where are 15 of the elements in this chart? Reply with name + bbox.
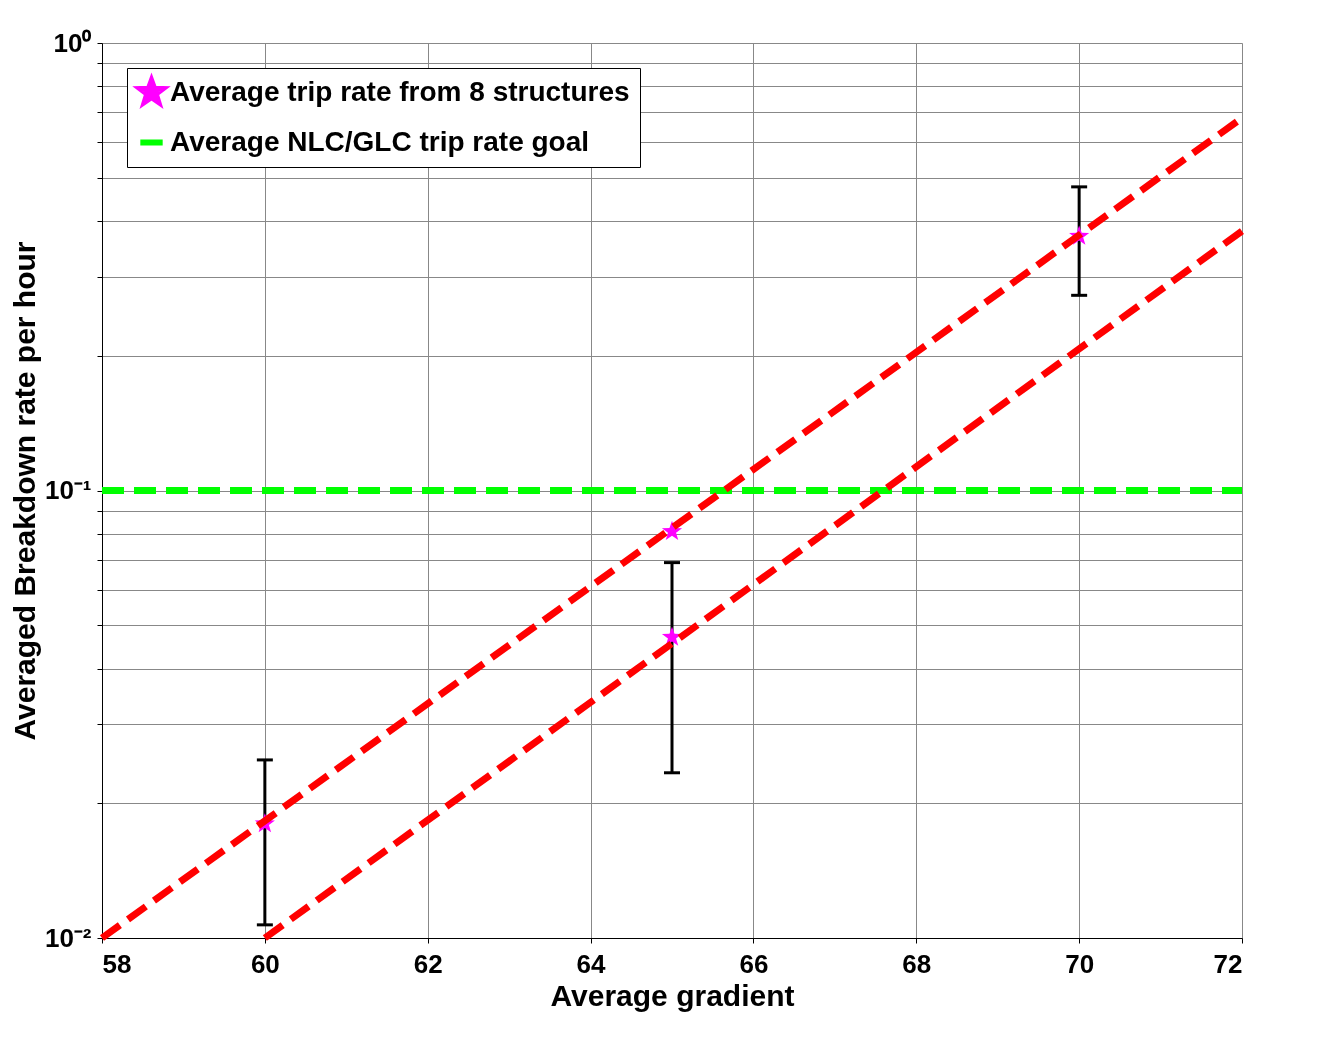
- x-tick-label: 72: [1213, 948, 1243, 979]
- x-tick-label: 60: [250, 948, 280, 979]
- y-tick-label: 10⁻²: [44, 922, 92, 953]
- y-tick-label: 10⁻¹: [44, 475, 92, 505]
- x-tick-label: 70: [1065, 948, 1095, 979]
- x-tick-label: 58: [102, 948, 132, 979]
- y-axis-title: Averaged Breakdown rate per hour: [7, 241, 41, 741]
- legend-label: Average trip rate from 8 structures: [170, 75, 630, 107]
- legend-label: Average NLC/GLC trip rate goal: [170, 125, 590, 157]
- x-axis-title: Average gradient: [550, 978, 795, 1012]
- x-tick-label: 62: [413, 948, 443, 979]
- y-tick-label: 10⁰: [53, 27, 93, 58]
- x-tick-label: 64: [576, 948, 607, 979]
- x-tick-label: 68: [902, 948, 932, 979]
- x-tick-label: 66: [739, 948, 769, 979]
